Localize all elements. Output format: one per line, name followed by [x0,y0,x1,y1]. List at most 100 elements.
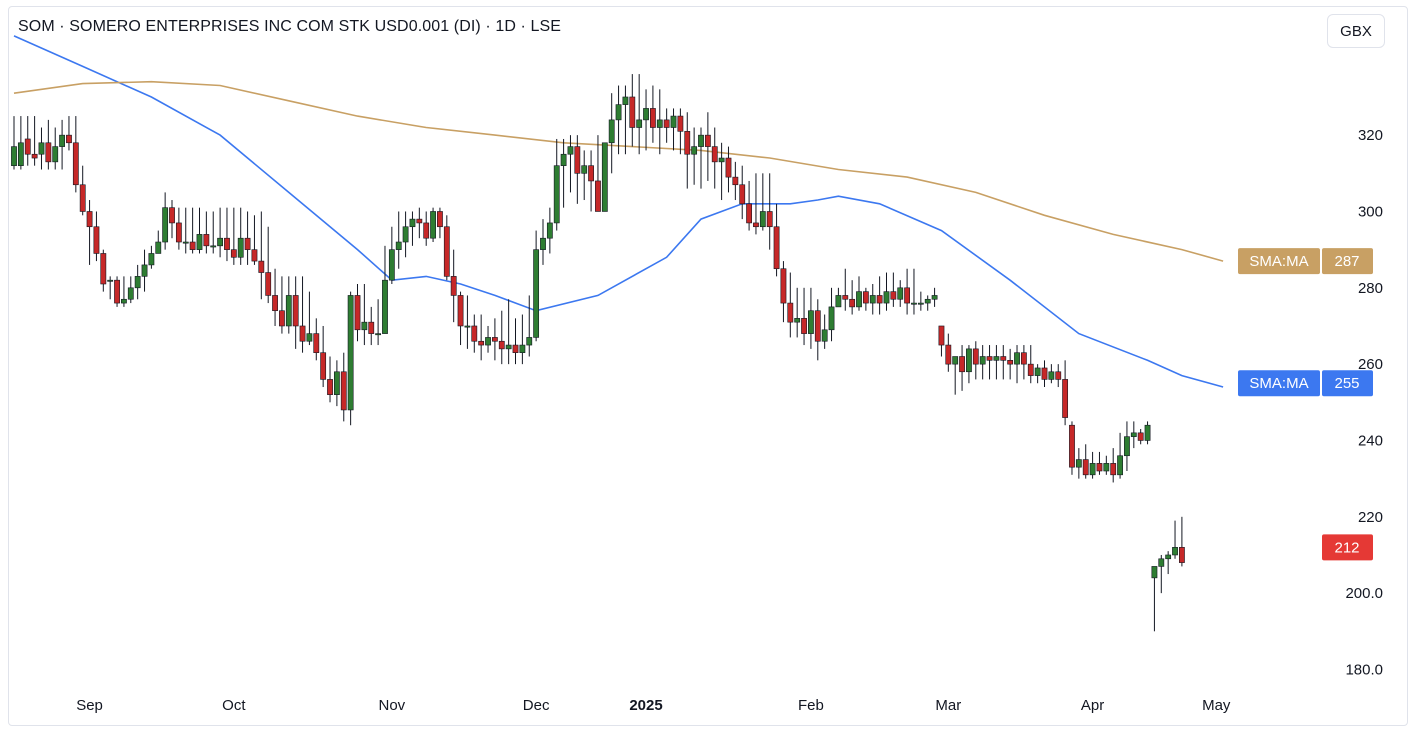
candle [966,345,972,384]
x-tick-label: Sep [76,697,103,714]
candle [59,119,65,170]
candle [828,287,835,342]
candle-body [808,310,814,334]
candle-body [169,207,175,224]
y-axis: 320 300 280 260 240 220 200.0 180.0 [1345,127,1383,678]
candle-body [1062,379,1069,418]
candle-body [1158,558,1165,567]
candle-body [911,302,917,305]
candle-body [230,249,237,258]
candle-body [203,234,210,247]
y-tick-label: 260 [1358,356,1383,373]
candle-body [395,241,402,250]
candle [698,127,704,189]
last-price-value: 212 [1334,539,1359,556]
candle [169,200,175,239]
candle [650,85,656,143]
x-tick-label: May [1202,697,1231,714]
candle-body [608,119,615,144]
candle [1089,451,1096,479]
candle-body [423,222,430,239]
candle [725,146,732,193]
candle-body [835,295,842,308]
candle [911,268,917,315]
candle-body [711,146,718,163]
candle [347,291,354,426]
candle-body [11,146,17,166]
candle [127,276,134,304]
candle-body [382,279,388,334]
candle [31,116,38,166]
candle [38,127,45,170]
candle-body [1055,371,1062,380]
candle [993,345,1000,380]
candle [1130,421,1137,449]
candle [780,261,787,323]
candle-body [828,306,835,331]
candle [588,150,594,212]
candle [175,207,182,250]
candle [581,150,588,201]
candle-body [265,272,272,296]
candle [1110,448,1117,483]
candle-body [402,226,409,243]
candle [1103,455,1110,475]
candle [938,325,945,357]
candle [808,287,814,349]
candle-body [856,291,862,308]
candle [890,272,897,307]
candle [313,318,320,361]
candle-body [1124,436,1130,457]
candle [533,230,540,342]
candle [114,276,120,307]
candle [368,306,375,346]
candle-body [155,241,162,254]
candle-body [526,337,533,346]
candle-body [1000,356,1007,361]
candle-body [347,295,354,411]
candle-body [292,295,299,327]
candle-body [643,108,649,121]
candle-body [368,321,375,334]
candle-body [258,260,265,273]
candle-body [725,157,732,178]
candle-body [1020,352,1027,365]
candle-body [114,279,120,304]
candle-body [498,340,505,350]
candle-body [175,222,182,243]
candle-body [272,295,278,312]
candle [464,295,471,349]
chart-frame [8,6,1408,726]
candle [498,310,505,365]
sma-line-2 [13,80,1224,262]
candle-body [285,295,292,327]
candle-body [746,203,752,224]
candle-body [38,142,45,155]
y-tick-label: 200.0 [1345,585,1383,602]
sma-fast-badge: SMA:MA 255 [1238,370,1373,397]
candle [121,276,127,307]
candle [643,89,649,151]
candle [1014,345,1020,384]
y-tick-label: 280 [1358,280,1383,297]
candle [402,211,409,258]
candle-body [1007,360,1014,365]
candle [471,314,478,353]
candle [285,276,292,334]
last-price-badge: 212 [1322,534,1373,561]
candle [924,295,931,311]
currency-button[interactable]: GBX [1327,14,1385,48]
candle [86,200,93,265]
candle-body [416,218,423,224]
candle-body [1172,547,1178,556]
candle [423,211,430,246]
candle [203,211,210,254]
candle [1144,421,1151,445]
candle [862,287,869,311]
candle [869,283,876,315]
candle-body [519,344,526,353]
candle-body [546,222,553,239]
candle [904,268,910,315]
candle [1082,444,1089,479]
